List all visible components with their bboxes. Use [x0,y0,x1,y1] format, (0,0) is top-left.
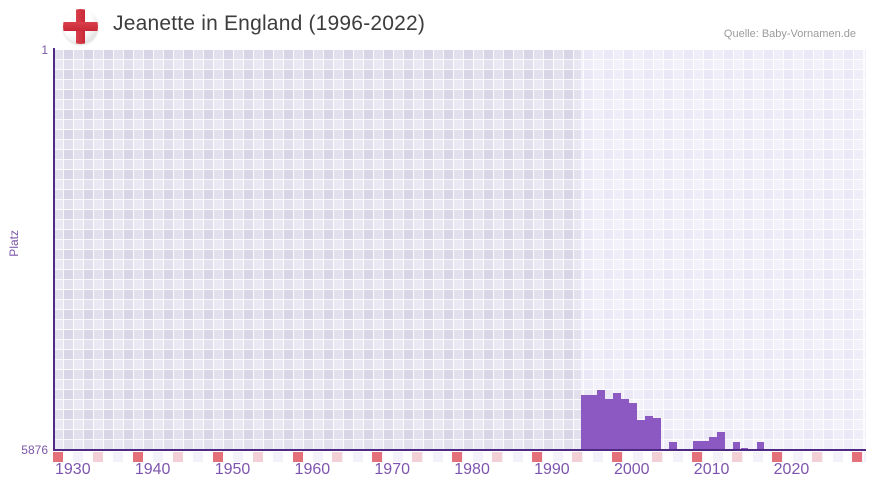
tick-row [53,451,866,462]
england-flag-icon [63,9,98,44]
x-tick-label-1990: 1990 [534,461,570,478]
bar-2018 [756,441,765,450]
x-axis-labels: 1930 1940 1950 1960 1970 1980 1990 2000 2010 2020 [0,461,873,483]
decade-tick-2010 [691,451,702,462]
half-decade-tick-2005 [651,451,662,462]
bar-2004 [645,416,653,450]
flag-cross-horizontal [63,22,98,31]
x-axis-line [53,449,866,451]
x-tick-label-2010: 2010 [693,461,730,478]
bar-2002 [629,402,637,450]
half-decade-tick-1965 [332,451,343,462]
y-axis-line [53,48,55,451]
decade-tick-1950 [212,451,223,462]
bar-2011 [701,440,709,450]
x-tick-label-1940: 1940 [134,461,171,478]
bar-1997 [589,394,597,450]
half-decade-tick-1975 [412,451,423,462]
page-title: Jeanette in England (1996-2022) [113,12,426,35]
decade-tick-1990 [532,451,543,462]
decade-tick-1960 [292,451,303,462]
x-tick-label-1960: 1960 [294,461,331,478]
bar-2001 [621,398,629,450]
bar-2000 [613,392,621,450]
bar-2016 [740,448,749,450]
decade-tick-1930 [53,451,63,462]
bar-2007 [669,441,677,450]
decade-tick-1970 [372,451,383,462]
y-tick-max: 1 [41,43,48,57]
x-tick-label-1930: 1930 [55,461,91,478]
decade-tick-2020 [771,451,782,462]
x-tick-label-2000: 2000 [613,461,650,478]
half-decade-tick-1935 [92,451,103,462]
bar-1999 [605,399,613,450]
bar-1996 [581,394,589,450]
bar-2003 [637,419,645,450]
y-axis-label: Platz [7,230,21,257]
plot-area [55,50,866,450]
decade-tick-1940 [132,451,143,462]
bar-2010 [693,440,701,450]
bar-1998 [597,389,605,450]
half-decade-tick-2015 [731,451,742,462]
bar-2015 [732,442,741,450]
x-tick-label-1970: 1970 [374,461,410,478]
half-decade-tick-1945 [172,451,183,462]
bar-2005 [653,418,661,450]
half-decade-tick-1995 [572,451,583,462]
half-decade-tick-1955 [252,451,263,462]
grid-overlay [55,50,866,450]
x-tick-label-1980: 1980 [454,461,490,478]
half-decade-tick-2025 [811,451,822,462]
bar-2012 [709,436,717,450]
half-decade-tick-1985 [492,451,503,462]
decade-tick-1980 [452,451,463,462]
decade-tick-2000 [611,451,622,462]
bar-2013 [717,432,725,450]
source-credit: Quelle: Baby-Vornamen.de [723,28,856,40]
y-tick-min: 5876 [21,443,48,457]
decade-tick-2030 [851,451,862,462]
x-tick-label-2020: 2020 [773,461,810,478]
x-tick-label-1950: 1950 [214,461,251,478]
